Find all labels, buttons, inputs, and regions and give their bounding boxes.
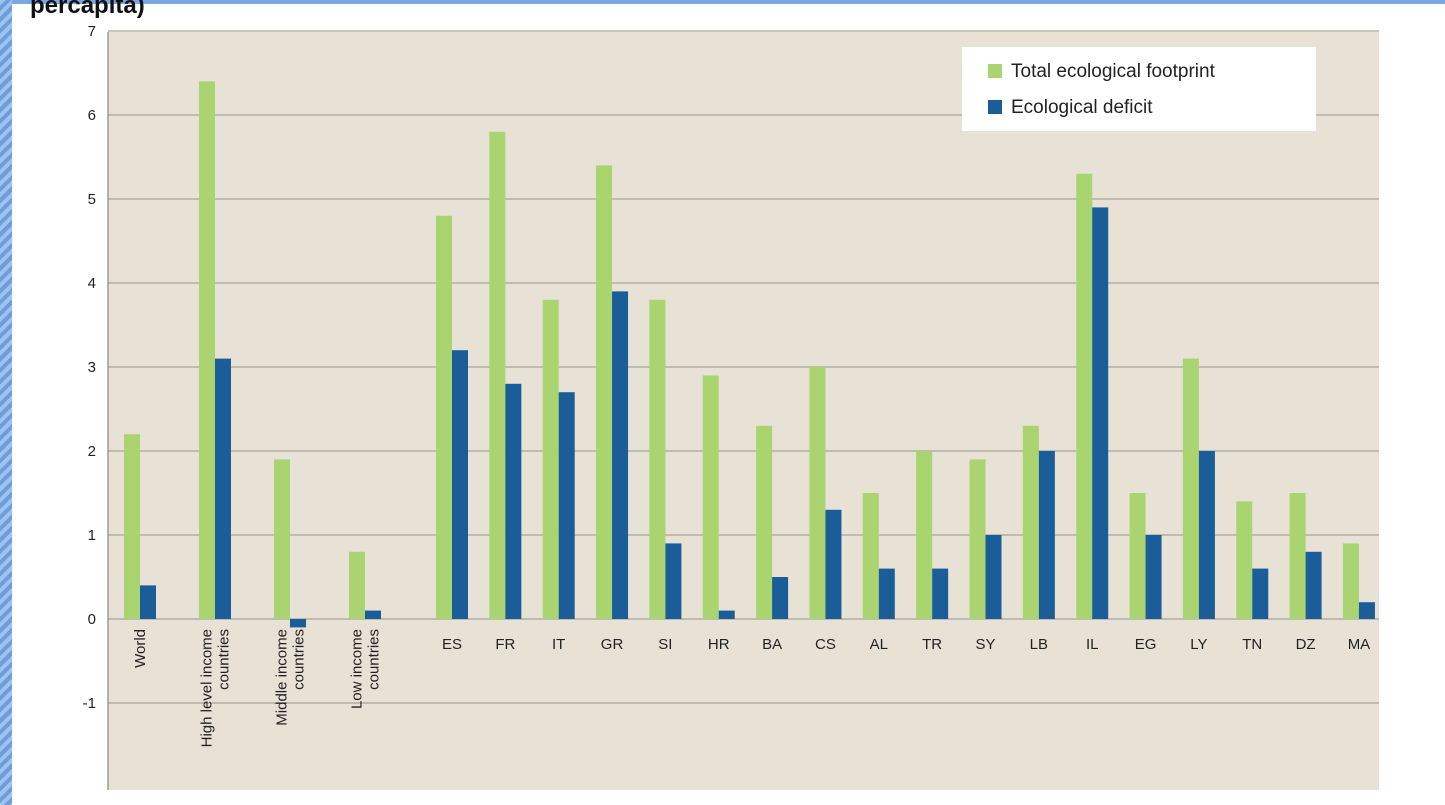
bar-footprint <box>436 215 452 620</box>
x-category-label: Low income <box>349 629 366 709</box>
window-frame-left <box>0 0 12 805</box>
bar-deficit <box>558 392 575 619</box>
x-category-label: DZ <box>1296 636 1316 653</box>
x-category-label: TN <box>1242 636 1262 653</box>
bar-footprint <box>916 451 933 619</box>
bar-deficit <box>932 568 949 619</box>
x-category-label: LY <box>1190 636 1207 653</box>
y-tick-label: 0 <box>88 611 96 628</box>
bar-deficit <box>140 585 156 619</box>
x-category-label: World <box>132 629 149 668</box>
bar-footprint <box>969 459 986 619</box>
bar-footprint <box>1022 425 1039 619</box>
bar-footprint <box>1182 358 1199 619</box>
bar-deficit <box>1145 535 1162 619</box>
bar-deficit <box>1358 602 1375 619</box>
bar-deficit <box>772 577 789 619</box>
bar-footprint <box>649 299 666 619</box>
x-category-label: HR <box>708 636 730 653</box>
x-category-label: TR <box>922 636 942 653</box>
bar-footprint <box>1289 493 1306 619</box>
x-category-label: SI <box>658 636 672 653</box>
bar-deficit <box>365 610 381 619</box>
x-category-label: GR <box>601 636 624 653</box>
bar-deficit <box>1038 451 1055 619</box>
x-category-label: LB <box>1030 636 1048 653</box>
x-category-label: IT <box>552 636 565 653</box>
bar-deficit <box>985 535 1002 619</box>
bar-deficit <box>452 350 468 619</box>
bar-footprint <box>756 425 773 619</box>
y-tick-label: 6 <box>88 107 96 124</box>
x-category-label: countries <box>216 629 233 690</box>
legend-box <box>962 47 1316 131</box>
x-category-label: High level income <box>199 629 216 747</box>
legend-label: Ecological deficit <box>1011 97 1153 118</box>
bar-deficit <box>1198 451 1215 619</box>
bar-footprint <box>596 165 613 619</box>
bar-deficit <box>1305 551 1322 619</box>
bar-deficit <box>665 543 682 619</box>
bar-deficit <box>825 509 842 619</box>
chart-panel: percapita) 7 6 5 4 3 2 1 0 -1 World High level inc… <box>12 0 1445 805</box>
legend-swatch-0 <box>988 64 1002 78</box>
bar-deficit <box>878 568 895 619</box>
bar-deficit <box>290 619 306 628</box>
x-category-label: countries <box>366 629 383 690</box>
bar-footprint <box>542 299 559 619</box>
x-category-label: ES <box>442 636 462 653</box>
bar-deficit <box>505 383 522 619</box>
bar-footprint <box>1342 543 1359 619</box>
y-tick-label: 7 <box>88 23 96 40</box>
y-tick-label: -1 <box>83 695 96 712</box>
x-category-label: CS <box>815 636 836 653</box>
legend-label: Total ecological footprint <box>1011 61 1216 82</box>
bar-footprint <box>1129 493 1146 619</box>
bar-footprint <box>1236 501 1253 619</box>
x-category-label: AL <box>870 636 888 653</box>
bar-footprint <box>1076 173 1093 620</box>
plot-area <box>108 32 1379 790</box>
x-category-label: EG <box>1135 636 1157 653</box>
y-tick-label: 5 <box>88 191 96 208</box>
bar-footprint <box>862 493 879 619</box>
bar-deficit <box>718 610 735 619</box>
x-category-label: FR <box>495 636 515 653</box>
x-category-label: SY <box>975 636 995 653</box>
chart-title-fragment: percapita) <box>30 0 145 19</box>
bar-footprint <box>702 375 719 619</box>
bar-deficit <box>1252 568 1269 619</box>
x-category-label: BA <box>762 636 782 653</box>
x-category-label: Middle income <box>274 629 291 726</box>
y-tick-label: 3 <box>88 359 96 376</box>
bar-deficit <box>1092 207 1109 619</box>
legend-swatch-1 <box>988 100 1002 114</box>
x-category-label: countries <box>291 629 308 690</box>
y-tick-label: 4 <box>88 275 96 292</box>
bar-footprint <box>124 434 140 619</box>
bar-footprint <box>274 459 290 619</box>
bar-footprint <box>809 367 826 619</box>
bar-deficit <box>215 358 231 619</box>
x-category-label: IL <box>1086 636 1099 653</box>
bar-deficit <box>612 291 629 619</box>
bar-footprint <box>489 131 506 620</box>
x-category-label: MA <box>1348 636 1371 653</box>
y-tick-label: 2 <box>88 443 96 460</box>
y-tick-label: 1 <box>88 527 96 544</box>
bar-footprint <box>199 81 215 619</box>
bar-footprint <box>349 551 365 619</box>
